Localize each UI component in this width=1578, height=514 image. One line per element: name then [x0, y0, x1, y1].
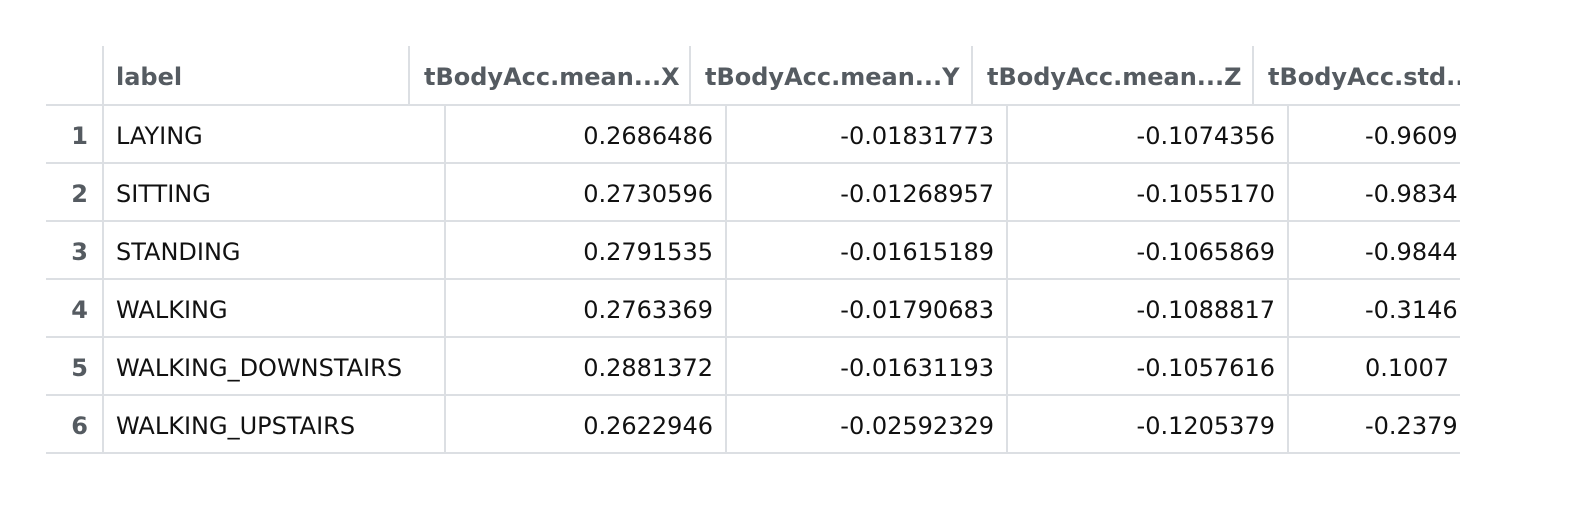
column-divider — [444, 338, 446, 396]
header-tbodyacc-mean-z[interactable]: tBodyAcc.mean...Z — [987, 63, 1242, 91]
cell-tbodyacc-mean-y: -0.01615189 — [840, 238, 994, 266]
column-divider — [444, 280, 446, 338]
row-index: 5 — [71, 354, 88, 382]
column-divider — [1287, 396, 1289, 454]
data-table: label tBodyAcc.mean...X tBodyAcc.mean...… — [46, 46, 1460, 466]
cell-tbodyacc-std: -0.9609 — [1289, 106, 1460, 162]
cell-tbodyacc-mean-x: 0.2791535 — [583, 238, 713, 266]
header-divider — [689, 46, 691, 104]
table-row: 2 SITTING 0.2730596 -0.01268957 -0.1055170 -0… — [46, 164, 1460, 222]
cell-value: -0.2379 — [1365, 412, 1458, 440]
header-divider — [1252, 46, 1254, 104]
column-divider — [1006, 106, 1008, 164]
column-divider — [725, 106, 727, 164]
table-row: 1 LAYING 0.2686486 -0.01831773 -0.1074356 -0.… — [46, 106, 1460, 164]
row-index: 4 — [71, 296, 88, 324]
column-divider — [725, 338, 727, 396]
column-divider — [102, 396, 104, 454]
cell-tbodyacc-mean-z: -0.1205379 — [1136, 412, 1275, 440]
column-divider — [444, 164, 446, 222]
column-divider — [444, 106, 446, 164]
header-tbodyacc-mean-x[interactable]: tBodyAcc.mean...X — [424, 63, 680, 91]
cell-tbodyacc-std: -0.9844 — [1289, 222, 1460, 278]
cell-value: -0.9844 — [1365, 238, 1458, 266]
column-divider — [1006, 338, 1008, 396]
cell-tbodyacc-std: -0.2379 — [1289, 396, 1460, 452]
cell-tbodyacc-std: -0.3146 — [1289, 280, 1460, 336]
cell-tbodyacc-mean-y: -0.01268957 — [840, 180, 994, 208]
cell-value: -0.3146 — [1365, 296, 1458, 324]
column-divider — [102, 338, 104, 396]
cell-tbodyacc-mean-y: -0.01631193 — [840, 354, 994, 382]
cell-tbodyacc-mean-x: 0.2686486 — [583, 122, 713, 150]
column-divider — [1006, 280, 1008, 338]
row-index: 1 — [71, 122, 88, 150]
column-divider — [725, 280, 727, 338]
cell-tbodyacc-mean-z: -0.1057616 — [1136, 354, 1275, 382]
header-divider — [971, 46, 973, 104]
column-divider — [102, 106, 104, 164]
column-divider — [102, 164, 104, 222]
cell-tbodyacc-mean-y: -0.02592329 — [840, 412, 994, 440]
column-divider — [1006, 396, 1008, 454]
cell-value: -0.9609 — [1365, 122, 1458, 150]
cell-tbodyacc-mean-x: 0.2622946 — [583, 412, 713, 440]
cell-tbodyacc-mean-z: -0.1088817 — [1136, 296, 1275, 324]
header-index — [46, 46, 102, 104]
column-divider — [725, 396, 727, 454]
row-index: 6 — [71, 412, 88, 440]
column-divider — [1287, 280, 1289, 338]
table-header: label tBodyAcc.mean...X tBodyAcc.mean...… — [46, 46, 1460, 106]
cell-tbodyacc-std: -0.9834 — [1289, 164, 1460, 220]
column-divider — [1006, 164, 1008, 222]
column-divider — [1287, 222, 1289, 280]
cell-tbodyacc-mean-z: -0.1055170 — [1136, 180, 1275, 208]
header-divider — [408, 46, 410, 104]
column-divider — [725, 164, 727, 222]
header-tbodyacc-mean-y[interactable]: tBodyAcc.mean...Y — [705, 63, 960, 91]
cell-label: LAYING — [116, 122, 203, 150]
cell-value: -0.9834 — [1365, 180, 1458, 208]
cell-label: WALKING_DOWNSTAIRS — [116, 354, 403, 382]
table-row: 4 WALKING 0.2763369 -0.01790683 -0.1088817 -0… — [46, 280, 1460, 338]
column-divider — [102, 222, 104, 280]
cell-label: WALKING — [116, 296, 228, 324]
column-divider — [1006, 222, 1008, 280]
row-index: 3 — [71, 238, 88, 266]
column-divider — [444, 222, 446, 280]
row-index: 2 — [71, 180, 88, 208]
table-row: 3 STANDING 0.2791535 -0.01615189 -0.1065869 -… — [46, 222, 1460, 280]
cell-tbodyacc-mean-x: 0.2881372 — [583, 354, 713, 382]
cell-tbodyacc-mean-z: -0.1074356 — [1136, 122, 1275, 150]
cell-tbodyacc-mean-y: -0.01831773 — [840, 122, 994, 150]
header-tbodyacc-std[interactable]: tBodyAcc.std.. — [1268, 63, 1460, 91]
table-row: 5 WALKING_DOWNSTAIRS 0.2881372 -0.01631193 -… — [46, 338, 1460, 396]
cell-label: SITTING — [116, 180, 211, 208]
cell-tbodyacc-mean-x: 0.2730596 — [583, 180, 713, 208]
header-divider — [102, 46, 104, 104]
column-divider — [1287, 338, 1289, 396]
column-divider — [102, 280, 104, 338]
column-divider — [1287, 164, 1289, 222]
cell-value: 0.1007 — [1365, 354, 1449, 382]
cell-tbodyacc-mean-x: 0.2763369 — [583, 296, 713, 324]
cell-tbodyacc-std: 0.1007 — [1289, 338, 1460, 394]
header-label[interactable]: label — [116, 63, 183, 91]
column-divider — [725, 222, 727, 280]
column-divider — [1287, 106, 1289, 164]
cell-tbodyacc-mean-z: -0.1065869 — [1136, 238, 1275, 266]
cell-label: STANDING — [116, 238, 241, 266]
cell-label: WALKING_UPSTAIRS — [116, 412, 356, 440]
cell-tbodyacc-mean-y: -0.01790683 — [840, 296, 994, 324]
column-divider — [444, 396, 446, 454]
table-row: 6 WALKING_UPSTAIRS 0.2622946 -0.02592329 -0.… — [46, 396, 1460, 454]
